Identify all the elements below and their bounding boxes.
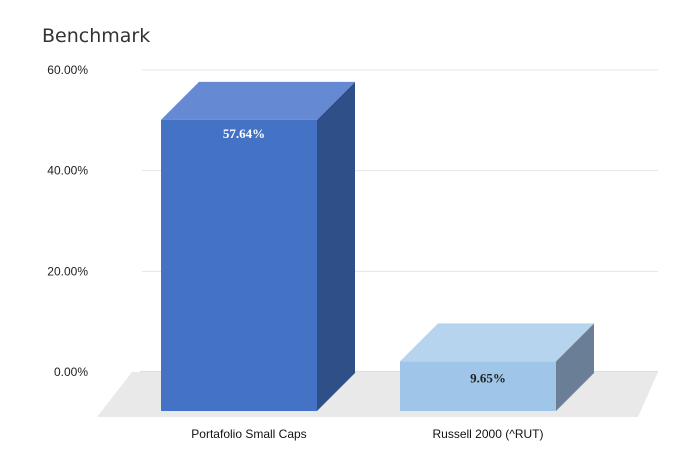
y-tick-label: 40.00% xyxy=(47,164,88,178)
bar-top-face xyxy=(161,81,355,120)
bar-front-face xyxy=(400,361,556,411)
y-axis-ticks: 0.00% 20.00% 40.00% 60.00% xyxy=(47,63,88,379)
x-category-label: Russell 2000 (^RUT) xyxy=(433,427,544,441)
y-tick-label: 20.00% xyxy=(47,264,88,278)
bar-side-face xyxy=(317,81,355,412)
y-tick-label: 0.00% xyxy=(54,365,88,379)
bar: 57.64% xyxy=(161,81,355,412)
data-label: 57.64% xyxy=(223,126,265,141)
bar-top-face xyxy=(400,323,594,362)
bar-side-face xyxy=(556,323,594,411)
x-category-label: Portafolio Small Caps xyxy=(191,427,306,441)
chart-title: Benchmark xyxy=(42,25,150,47)
y-tick-label: 60.00% xyxy=(47,63,88,77)
x-axis-labels: Portafolio Small Caps Russell 2000 (^RUT) xyxy=(191,427,543,441)
bars: 57.64% 9.65% xyxy=(161,81,594,412)
data-label: 9.65% xyxy=(470,370,506,385)
bar-front-face xyxy=(161,119,317,412)
bar: 9.65% xyxy=(400,323,594,411)
